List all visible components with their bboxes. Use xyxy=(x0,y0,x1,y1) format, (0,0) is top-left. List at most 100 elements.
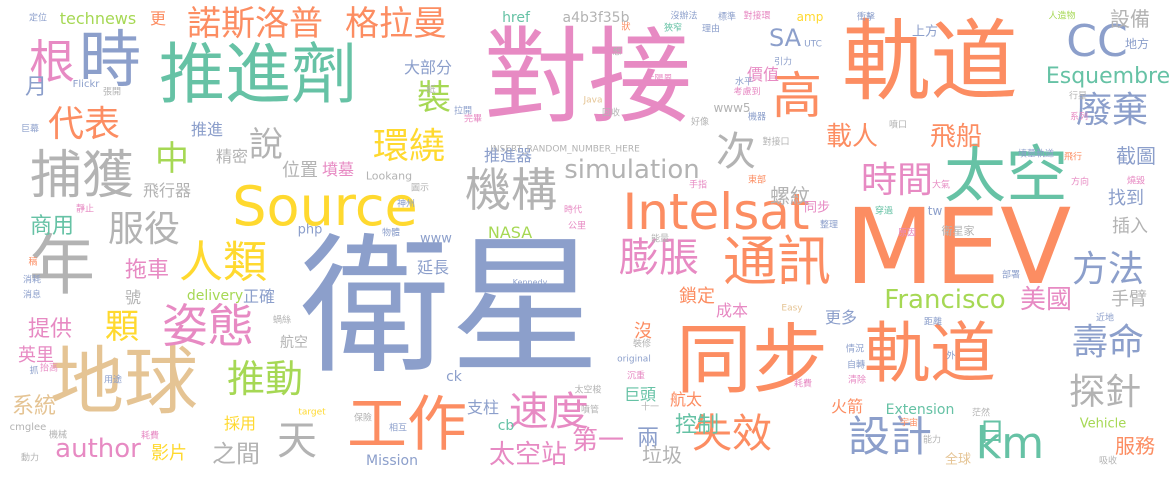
word: 茫然 xyxy=(971,408,991,419)
word: 更多 xyxy=(824,308,858,327)
word: 機構 xyxy=(465,163,557,217)
word: 公里 xyxy=(567,221,587,232)
word: 宇宙 xyxy=(899,418,919,429)
word: 巨頭 xyxy=(623,385,657,404)
word: author xyxy=(55,434,141,464)
word: 人類 xyxy=(179,237,267,288)
word: 第一 xyxy=(571,426,625,456)
word: Source xyxy=(232,175,418,238)
word: 手臂 xyxy=(1111,289,1147,310)
word: php xyxy=(297,222,323,238)
word: 用途 xyxy=(103,375,123,386)
word: 消息 xyxy=(22,290,42,301)
word: 沒 xyxy=(634,321,652,342)
word: 同步 xyxy=(803,200,831,216)
word: cmglee xyxy=(9,422,47,433)
word: 裝修 xyxy=(632,339,652,350)
word: 太空梭 xyxy=(574,385,602,396)
word: 兩 xyxy=(636,426,660,451)
word: 理由 xyxy=(701,24,721,35)
word: Vehicle xyxy=(1079,416,1127,432)
word: 飛行器 xyxy=(142,181,192,200)
word: 推進器 xyxy=(483,146,533,165)
word: 飛行 xyxy=(1063,152,1083,163)
word: MEV xyxy=(844,186,1072,308)
word: 機器 xyxy=(747,112,767,123)
word: 圖示 xyxy=(410,183,430,194)
word: 東部 xyxy=(747,175,767,186)
word: 諾斯洛普 xyxy=(187,4,323,44)
word: 通訊 xyxy=(723,230,831,293)
word: 近地 xyxy=(1095,313,1115,324)
word: 神州 xyxy=(396,199,416,210)
word: 設計 xyxy=(847,412,933,461)
word: 噴管 xyxy=(580,405,600,416)
word: www5 xyxy=(713,101,751,115)
word: 大部分 xyxy=(403,58,453,77)
word: 距離 xyxy=(923,317,943,328)
word: Lookang xyxy=(365,169,413,183)
word: 地球 xyxy=(50,339,198,425)
word: 月 xyxy=(24,75,48,100)
word: 提供 xyxy=(27,317,73,342)
word: 消耗 xyxy=(22,275,42,286)
word: 同步 xyxy=(676,315,828,404)
word: 方法 xyxy=(1071,249,1145,290)
word: Mission xyxy=(366,453,418,469)
word: 回收 xyxy=(601,108,621,119)
word: target xyxy=(298,407,326,418)
word: 成本 xyxy=(715,301,749,320)
word: 墳墓 xyxy=(321,160,355,179)
word: 動力 xyxy=(20,453,40,464)
word: 上方 xyxy=(911,24,939,40)
word: 代表 xyxy=(47,104,121,145)
word: www xyxy=(420,231,452,247)
word: 號 xyxy=(124,288,142,307)
word: CC xyxy=(1066,16,1128,67)
word: 蝸絲 xyxy=(272,315,292,326)
word: UTC xyxy=(804,39,822,50)
word: 靜止 xyxy=(75,204,95,215)
word: 鎖定 xyxy=(679,286,715,307)
word: 衛星 xyxy=(299,221,601,395)
word: 地方 xyxy=(1124,37,1150,51)
word: 稿 xyxy=(28,257,38,268)
word: 更 xyxy=(149,9,167,28)
word: 吸收 xyxy=(1098,456,1118,467)
word: ck xyxy=(446,369,462,385)
word: Kennedy xyxy=(512,278,548,287)
word: 自轉 xyxy=(846,360,866,371)
word: 精密 xyxy=(215,147,249,166)
word: 物體 xyxy=(381,228,401,239)
word: 耗費 xyxy=(793,379,813,390)
word: 狀 xyxy=(621,22,631,33)
word: original xyxy=(617,354,651,365)
word: 截圖 xyxy=(1116,144,1156,168)
word: 推進 xyxy=(190,120,224,139)
word: 裝 xyxy=(417,78,451,118)
word: 商用 xyxy=(29,214,75,239)
word: 軌道 xyxy=(841,10,1019,113)
word: 想 xyxy=(612,47,622,58)
word: km xyxy=(975,418,1045,469)
word: 採用 xyxy=(223,414,257,433)
word: 系統 xyxy=(11,394,57,419)
word: 好像 xyxy=(690,117,710,128)
word: 對接口 xyxy=(762,137,790,148)
word: 天 xyxy=(277,418,317,464)
word: 太空 xyxy=(943,138,1069,211)
word: 拉開 xyxy=(453,106,473,117)
word: 環繞 xyxy=(372,126,446,167)
word: 方向 xyxy=(1070,177,1090,188)
word: 年 xyxy=(29,227,95,304)
word: 影片 xyxy=(151,443,187,464)
word: amp xyxy=(796,10,824,24)
word: 服役 xyxy=(107,209,181,250)
word: 工作 xyxy=(347,390,467,460)
word: 耗費 xyxy=(140,431,160,442)
word: 能力 xyxy=(922,435,942,446)
word: 沉重 xyxy=(626,371,646,382)
word: 航太 xyxy=(669,390,703,409)
word: 抓 xyxy=(29,366,39,377)
word: 對接環 xyxy=(743,11,771,22)
